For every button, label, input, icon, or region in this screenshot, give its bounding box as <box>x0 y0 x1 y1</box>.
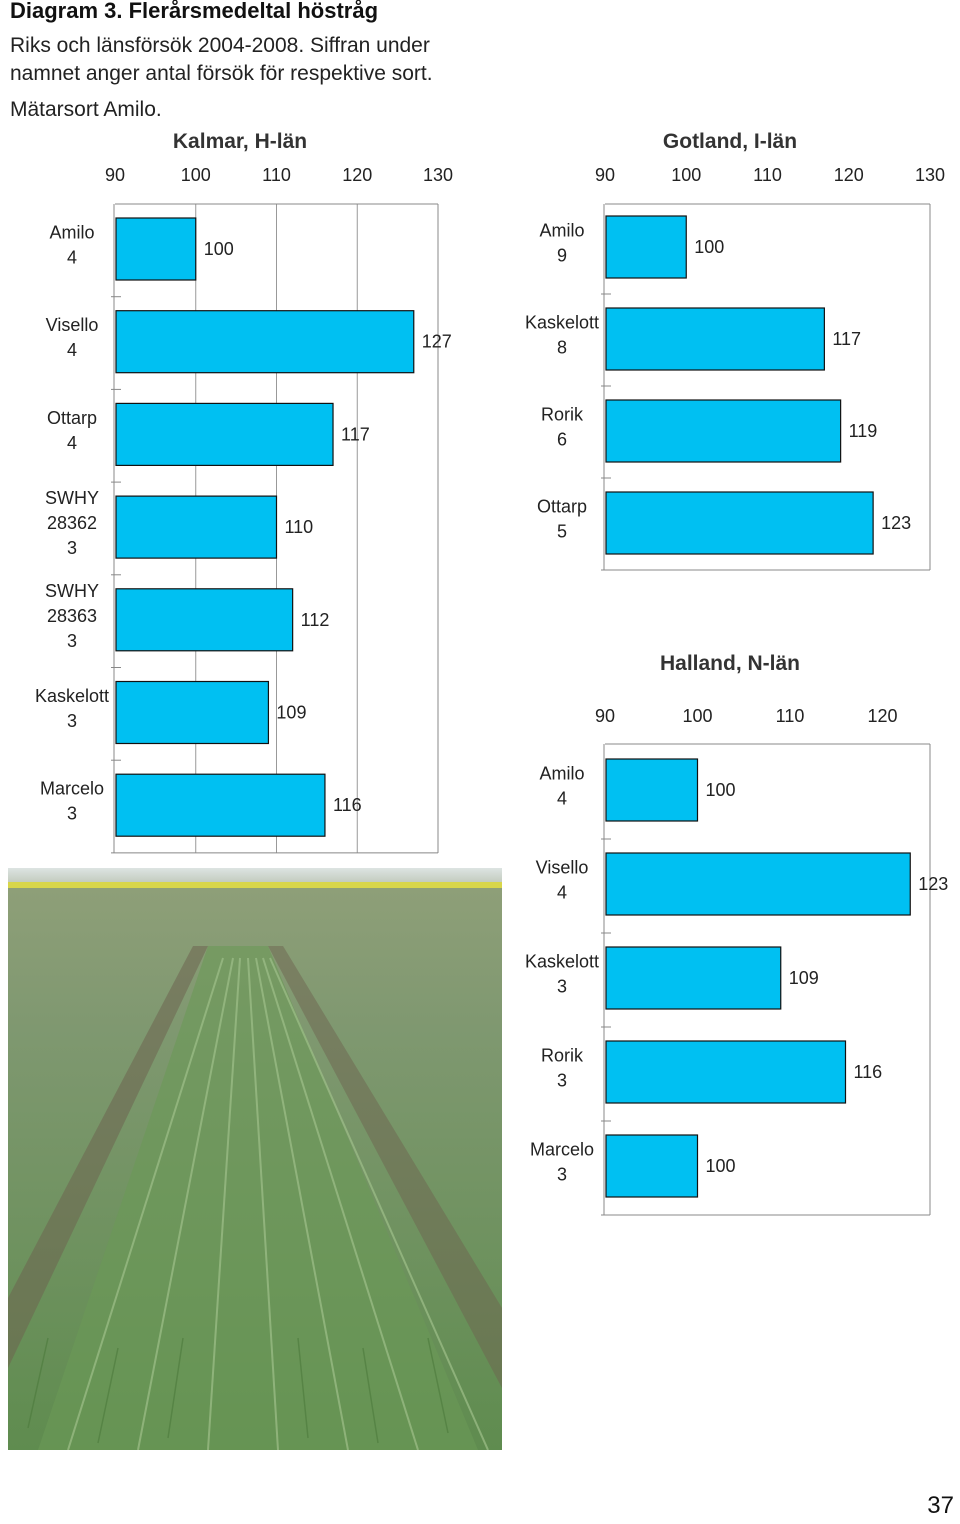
category-label: 4 <box>557 789 567 809</box>
category-label: Visello <box>536 858 589 878</box>
bar-value-label: 117 <box>832 329 861 349</box>
category-label: 3 <box>557 1165 567 1185</box>
bar-value-label: 123 <box>918 874 948 894</box>
category-label: 3 <box>557 1071 567 1091</box>
category-label: Kaskelott <box>525 952 599 972</box>
category-label: SWHY <box>45 488 99 508</box>
bar <box>605 399 842 463</box>
page-number: 37 <box>927 1492 954 1519</box>
bar-value-label: 110 <box>285 517 314 537</box>
bar <box>115 402 334 466</box>
bar <box>605 215 687 279</box>
bar-value-label: 100 <box>706 780 736 800</box>
bar-value-label: 100 <box>204 239 234 259</box>
category-label: SWHY <box>45 581 99 601</box>
bar-value-label: 123 <box>881 513 911 533</box>
x-tick-label: 90 <box>595 706 615 726</box>
category-label: Marcelo <box>40 779 104 799</box>
x-tick-label: 120 <box>834 165 864 185</box>
category-label: 28363 <box>47 606 97 626</box>
category-label: 4 <box>67 433 77 453</box>
bar-value-label: 109 <box>789 968 819 988</box>
category-label: Amilo <box>539 221 584 241</box>
bar <box>605 1134 699 1198</box>
category-label: 4 <box>67 248 77 268</box>
bar <box>115 588 294 652</box>
category-label: 8 <box>557 338 567 358</box>
bar-value-label: 112 <box>301 610 330 630</box>
field-photo <box>8 868 502 1450</box>
category-label: 3 <box>557 977 567 997</box>
x-tick-label: 100 <box>682 706 712 726</box>
bar <box>115 217 197 281</box>
category-label: 4 <box>67 340 77 360</box>
x-tick-label: 110 <box>262 165 291 185</box>
category-label: Rorik <box>541 1046 584 1066</box>
x-tick-label: 90 <box>105 165 125 185</box>
x-tick-label: 120 <box>342 165 372 185</box>
x-tick-label: 130 <box>423 165 453 185</box>
subtitle-line-1: Riks och länsförsök 2004-2008. Siffran u… <box>10 34 430 57</box>
bar <box>115 773 326 837</box>
x-tick-label: 110 <box>753 165 782 185</box>
x-tick-label: 100 <box>181 165 211 185</box>
bar-value-label: 127 <box>422 332 452 352</box>
category-label: 28362 <box>47 513 97 533</box>
bar-value-label: 100 <box>694 237 724 257</box>
bar <box>605 946 782 1010</box>
category-label: Ottarp <box>47 408 97 428</box>
bar <box>605 491 874 555</box>
bar <box>605 852 911 916</box>
bar-value-label: 116 <box>854 1062 883 1082</box>
x-tick-label: 110 <box>776 706 805 726</box>
category-label: Kaskelott <box>525 313 599 333</box>
category-label: Marcelo <box>530 1140 594 1160</box>
subtitle-line-2: namnet anger antal försök för respektive… <box>10 62 433 85</box>
bar-value-label: 117 <box>341 424 370 444</box>
bar <box>605 307 825 371</box>
bar-value-label: 119 <box>849 421 878 441</box>
bar <box>605 1040 847 1104</box>
category-label: Visello <box>46 315 99 335</box>
x-tick-label: 90 <box>595 165 615 185</box>
reference-variety-note: Mätarsort Amilo. <box>10 98 162 121</box>
bar <box>115 680 270 745</box>
category-label: 3 <box>67 711 77 731</box>
category-label: 3 <box>67 631 77 651</box>
category-label: 9 <box>557 246 567 266</box>
chart-title: Halland, N-län <box>660 652 800 675</box>
bar <box>115 310 415 374</box>
category-label: Amilo <box>49 223 94 243</box>
chart-title: Gotland, I-län <box>663 130 797 153</box>
x-tick-label: 100 <box>671 165 701 185</box>
category-label: Amilo <box>539 764 584 784</box>
category-label: 3 <box>67 538 77 558</box>
category-label: 5 <box>557 522 567 542</box>
category-label: Ottarp <box>537 497 587 517</box>
x-tick-label: 120 <box>867 706 897 726</box>
diagram-title: Diagram 3. Flerårsmedeltal höstråg <box>10 0 379 23</box>
x-tick-label: 130 <box>915 165 945 185</box>
bar-value-label: 116 <box>333 795 362 815</box>
bar <box>605 758 699 822</box>
category-label: 3 <box>67 804 77 824</box>
chart-title: Kalmar, H-län <box>173 130 307 153</box>
category-label: Kaskelott <box>35 686 109 706</box>
bar-value-label: 109 <box>276 703 306 723</box>
bar <box>115 495 278 559</box>
category-label: Rorik <box>541 405 584 425</box>
category-label: 4 <box>557 883 567 903</box>
category-label: 6 <box>557 430 567 450</box>
bar-value-label: 100 <box>706 1156 736 1176</box>
